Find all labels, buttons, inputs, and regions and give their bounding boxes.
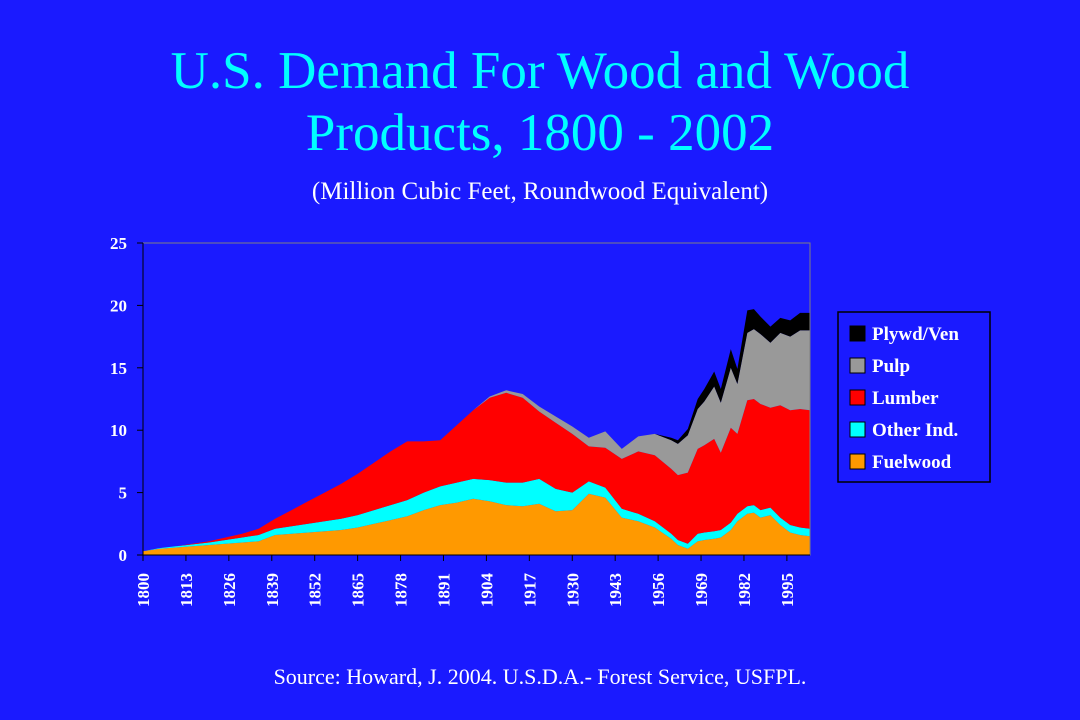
x-tick-label: 1969	[692, 573, 711, 607]
slide-subtitle: (Million Cubic Feet, Roundwood Equivalen…	[311, 178, 769, 205]
legend-item-other-ind: Other Ind.	[849, 420, 958, 441]
slide-title-line-1: U.S. Demand For Wood and Wood	[170, 42, 910, 100]
chart-legend: Plywd/Ven Pulp Lumber Other Ind. Fuelwood	[837, 311, 991, 483]
legend-swatch	[849, 325, 866, 342]
y-tick-label: 20	[110, 296, 127, 315]
x-tick-label: 1839	[263, 573, 282, 607]
area-series-lumber	[143, 392, 810, 552]
x-tick-label: 1904	[477, 573, 496, 608]
x-tick-label: 1917	[520, 573, 539, 608]
source-note: Source: Howard, J. 2004. U.S.D.A.- Fores…	[273, 664, 807, 689]
legend-swatch	[849, 357, 866, 374]
x-tick-label: 1878	[392, 573, 411, 607]
area-series-fuelwood	[143, 493, 810, 555]
legend-label: Fuelwood	[872, 452, 952, 473]
legend-item-fuelwood: Fuelwood	[849, 452, 952, 473]
legend-item-pulp: Pulp	[849, 356, 910, 377]
x-tick-label: 1995	[778, 573, 797, 607]
x-tick-label: 1891	[435, 573, 454, 607]
legend-label: Other Ind.	[872, 420, 958, 441]
x-tick-label: 1930	[563, 573, 582, 607]
slide-title: U.S. Demand For Wood and Wood Products, …	[0, 40, 1080, 164]
slide-title-line-2: Products, 1800 - 2002	[305, 104, 775, 162]
x-tick-label: 1865	[349, 573, 368, 607]
y-tick-label: 0	[119, 546, 128, 565]
x-tick-label: 1956	[649, 573, 668, 607]
legend-label: Plywd/Ven	[872, 324, 959, 345]
x-tick-label: 1826	[220, 573, 239, 607]
y-tick-label: 15	[110, 359, 127, 378]
legend-label: Lumber	[872, 388, 939, 409]
x-tick-label: 1852	[306, 573, 325, 607]
y-tick-label: 25	[110, 234, 127, 253]
x-tick-label: 1943	[606, 573, 625, 607]
y-tick-label: 5	[119, 484, 128, 503]
legend-label: Pulp	[872, 356, 910, 377]
legend-swatch	[849, 453, 866, 470]
area-series-other-ind	[143, 478, 810, 552]
legend-item-lumber: Lumber	[849, 388, 939, 409]
x-tick-label: 1813	[177, 573, 196, 607]
x-tick-label: 1800	[134, 573, 153, 607]
y-tick-label: 10	[110, 421, 127, 440]
x-tick-label: 1982	[735, 573, 754, 607]
legend-swatch	[849, 421, 866, 438]
legend-item-plywd-ven: Plywd/Ven	[849, 324, 959, 345]
plot-area	[143, 243, 810, 555]
legend-swatch	[849, 389, 866, 406]
chart-axes: 0 5 10 15 20 25 1800 1813 1826 1839 1852 1865 1878 18…	[110, 234, 811, 608]
